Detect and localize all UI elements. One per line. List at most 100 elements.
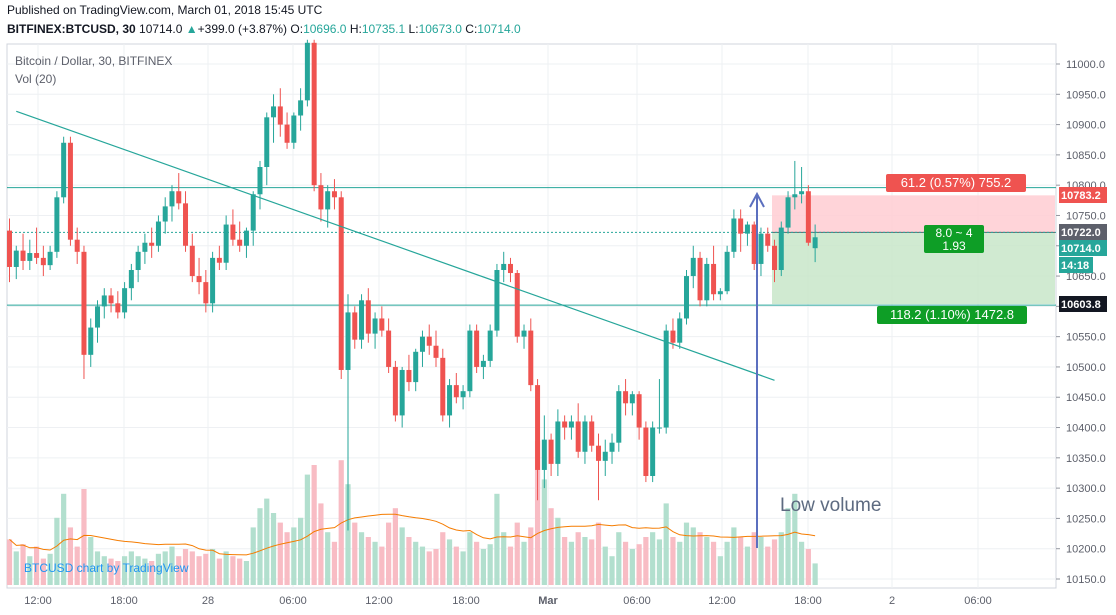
volume-bar xyxy=(440,532,446,585)
volume-bar xyxy=(230,556,236,585)
volume-bars xyxy=(6,441,818,585)
horizontal-levels[interactable] xyxy=(7,187,1056,306)
position-zones[interactable] xyxy=(772,195,1055,305)
candle-body xyxy=(47,251,53,266)
volume-bar xyxy=(805,549,811,585)
candle-body xyxy=(108,295,114,304)
candle-body xyxy=(189,245,195,277)
volume-bar xyxy=(81,489,87,585)
volume-bar xyxy=(128,551,134,585)
volume-bar xyxy=(149,561,155,585)
price-change: +399.0 (+3.87%) xyxy=(197,22,288,36)
target-label-bg xyxy=(877,306,1027,324)
volume-bar xyxy=(264,498,270,585)
volume-bar xyxy=(94,551,101,585)
annotation-low-volume[interactable]: Low volume xyxy=(780,495,881,516)
volume-bar xyxy=(812,563,818,585)
x-tick-label: 18:00 xyxy=(110,595,138,607)
volume-bar xyxy=(643,537,649,585)
candle-body xyxy=(528,330,534,386)
volume-bar xyxy=(318,503,324,585)
candle-body xyxy=(487,330,493,361)
volume-bar xyxy=(507,546,514,585)
candle-body xyxy=(399,369,405,416)
candle-body xyxy=(453,385,459,398)
volume-bar xyxy=(270,513,277,585)
volume-bar xyxy=(33,546,40,585)
price-axis-label-bg xyxy=(1059,257,1093,273)
volume-bar xyxy=(636,544,642,585)
volume-bar xyxy=(67,527,74,585)
candle-body xyxy=(433,345,439,358)
volume-ma-line xyxy=(9,513,816,556)
candle-body xyxy=(67,142,73,240)
candle-body xyxy=(277,106,283,125)
candle-body xyxy=(155,221,161,246)
candle-body xyxy=(799,191,805,195)
candle-body xyxy=(751,224,757,264)
candle-body xyxy=(535,385,541,470)
volume-bar xyxy=(656,539,663,585)
candle-body xyxy=(386,330,392,367)
candle-body xyxy=(331,191,337,198)
volume-legend: Vol (20) xyxy=(15,72,56,86)
price-axis-label-bg xyxy=(1059,296,1107,312)
y-tick-label: 10900.0 xyxy=(1066,120,1106,132)
volume-bar xyxy=(291,527,297,585)
candle-body xyxy=(20,250,26,261)
candle-body xyxy=(541,439,547,470)
volume-bar xyxy=(785,508,791,585)
candle-body xyxy=(575,421,581,452)
candle-body xyxy=(758,233,764,264)
x-tick-label: 12:00 xyxy=(24,595,52,607)
volume-bar xyxy=(135,556,141,585)
candle-body xyxy=(467,330,473,392)
volume-bar xyxy=(453,546,459,585)
volume-bar xyxy=(534,441,541,585)
y-tick-label: 10350.0 xyxy=(1066,453,1106,465)
candle-body xyxy=(643,427,649,476)
candle-body xyxy=(426,336,432,346)
volume-bar xyxy=(40,558,46,585)
arrow-head xyxy=(749,191,765,208)
candle-body xyxy=(555,421,561,464)
drawings[interactable]: 61.2 (0.57%) 755.2 118.2 (1.10%) 1472.8 8.… xyxy=(16,110,1027,548)
volume-bar xyxy=(717,556,723,585)
candle-body xyxy=(74,239,80,252)
volume-bar xyxy=(237,558,243,585)
candle-body xyxy=(616,391,622,443)
volume-bar xyxy=(562,537,568,585)
candle-body xyxy=(602,451,608,461)
candle-body xyxy=(724,251,730,292)
volume-bar xyxy=(690,527,696,585)
volume-bar xyxy=(54,517,60,585)
watermark[interactable]: BTCUSD chart by TradingView xyxy=(24,561,189,575)
candle-body xyxy=(243,230,249,246)
volume-bar xyxy=(284,532,290,585)
volume-bar xyxy=(243,561,250,585)
volume-bar xyxy=(216,558,222,585)
target-label: 118.2 (1.10%) 1472.8 xyxy=(890,307,1014,322)
candle-body xyxy=(298,100,304,116)
stop-label-bg xyxy=(886,174,1026,192)
volume-bar xyxy=(758,537,764,585)
x-tick-label: 2 xyxy=(889,595,895,607)
candle-body xyxy=(81,251,87,355)
x-tick-label: 12:00 xyxy=(708,595,736,607)
candle-body xyxy=(548,439,554,464)
volume-bar xyxy=(487,544,493,585)
volume-bar xyxy=(514,522,520,585)
volume-bar xyxy=(494,493,500,585)
volume-bar xyxy=(697,532,703,585)
candle-body xyxy=(264,117,270,167)
chart-legend-title: Bitcoin / Dollar, 30, BITFINEX xyxy=(15,54,172,68)
published-caption: Published on TradingView.com, March 01, … xyxy=(7,3,323,17)
symbol-name[interactable]: BITFINEX:BTCUSD, 30 xyxy=(7,22,136,36)
price-axis-label-bg xyxy=(1059,224,1107,240)
volume-bar xyxy=(744,546,751,585)
volume-bar xyxy=(609,556,615,585)
volume-bar xyxy=(189,551,195,585)
volume-bar xyxy=(589,539,595,585)
candle-body xyxy=(338,197,344,370)
